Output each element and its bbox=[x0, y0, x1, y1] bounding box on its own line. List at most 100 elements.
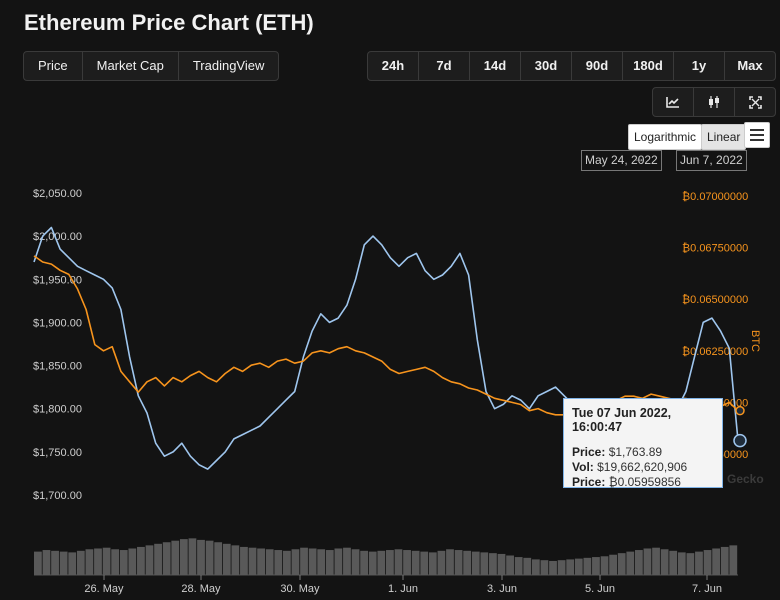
y-right-tick-label: ₿0.07000000 bbox=[682, 191, 748, 203]
volume-bar bbox=[386, 550, 394, 575]
x-tick-label: 26. May bbox=[84, 583, 124, 595]
volume-bar bbox=[119, 550, 128, 575]
x-axis: 26. May 28. May 30. May 1. Jun 3. Jun 5. Jun 7… bbox=[34, 574, 738, 595]
tooltip-vol-label: Vol: bbox=[572, 460, 594, 474]
volume-bar bbox=[523, 557, 532, 575]
tab-range-max[interactable]: Max bbox=[737, 58, 763, 73]
volume-bar bbox=[94, 548, 102, 575]
watermark: Gecko bbox=[727, 472, 764, 486]
volume-bar bbox=[480, 552, 489, 575]
metric-tabs: Price Market Cap TradingView bbox=[23, 51, 280, 81]
volume-bar bbox=[540, 560, 549, 575]
volume-bar bbox=[231, 545, 240, 575]
volume-bar bbox=[600, 556, 609, 575]
y-axis-left: $1,700.00 $1,750.00 $1,800.00 $1,850.00 $1,9… bbox=[33, 188, 82, 502]
volume-bar bbox=[549, 560, 557, 575]
volume-bar bbox=[660, 549, 669, 575]
y-axis-right: ₿0.05750000₿0.06000000₿0.06250000₿0.0650… bbox=[682, 191, 748, 461]
volume-bar bbox=[179, 539, 188, 575]
volume-bar bbox=[222, 543, 231, 575]
tooltip-btc-value: ₿0.05959856 bbox=[608, 475, 681, 489]
volume-bar bbox=[652, 547, 660, 575]
volume-bar bbox=[171, 540, 180, 575]
volume-bar bbox=[677, 552, 686, 575]
tab-range-90d[interactable]: 90d bbox=[572, 52, 623, 80]
hover-marker-btc bbox=[735, 405, 745, 416]
volume-bar bbox=[68, 552, 77, 575]
x-tick-label: 5. Jun bbox=[585, 583, 615, 595]
volume-bar bbox=[59, 551, 68, 575]
volume-bars bbox=[34, 538, 738, 575]
hover-markers bbox=[733, 405, 747, 448]
volume-bar bbox=[377, 550, 386, 575]
volume-bar bbox=[188, 538, 197, 575]
volume-bar bbox=[240, 546, 248, 575]
chart-menu-button[interactable] bbox=[744, 122, 770, 148]
volume-bar bbox=[257, 548, 266, 575]
volume-bar bbox=[102, 547, 111, 575]
volume-bar bbox=[428, 552, 437, 575]
tab-tradingview[interactable]: TradingView bbox=[192, 58, 265, 73]
volume-bar bbox=[471, 551, 480, 575]
tooltip-btc-row: Price: ₿0.05959856 bbox=[572, 475, 714, 490]
volume-bar bbox=[368, 551, 377, 575]
tab-range-30d[interactable]: 30d bbox=[521, 52, 572, 80]
volume-bar bbox=[308, 548, 317, 575]
volume-bar bbox=[145, 545, 154, 575]
tooltip-vol-value: $19,662,620,906 bbox=[597, 460, 688, 474]
volume-bar bbox=[592, 557, 600, 575]
x-tick-label: 7. Jun bbox=[692, 583, 722, 595]
volume-bar bbox=[205, 540, 214, 575]
page-title: Ethereum Price Chart (ETH) bbox=[24, 10, 314, 35]
candlestick-button[interactable] bbox=[694, 88, 735, 116]
line-chart-button[interactable] bbox=[653, 88, 694, 116]
volume-bar bbox=[403, 550, 411, 575]
y-right-tick-label: ₿0.06500000 bbox=[682, 294, 748, 306]
volume-bar bbox=[437, 550, 446, 575]
volume-bar bbox=[154, 543, 162, 575]
volume-bar bbox=[583, 557, 592, 575]
volume-bar bbox=[626, 551, 635, 575]
fullscreen-button[interactable] bbox=[735, 88, 775, 116]
y-left-tick-label: $1,750.00 bbox=[33, 447, 82, 459]
volume-bar bbox=[695, 551, 703, 575]
volume-bar bbox=[291, 549, 300, 575]
volume-bar bbox=[111, 549, 120, 575]
x-tick-label: 30. May bbox=[280, 583, 320, 595]
tab-range-7d[interactable]: 7d bbox=[419, 52, 470, 80]
line-chart-icon bbox=[666, 97, 679, 108]
series-line-btc bbox=[33, 255, 739, 416]
volume-bar bbox=[51, 550, 59, 575]
tab-range-1y[interactable]: 1y bbox=[674, 52, 725, 80]
range-from-input[interactable]: May 24, 2022 bbox=[581, 150, 662, 171]
volume-bar bbox=[463, 550, 472, 575]
tooltip-volume-row: Vol: $19,662,620,906 bbox=[572, 460, 714, 475]
tab-price[interactable]: Price bbox=[24, 52, 83, 80]
y-left-tick-label: $1,700.00 bbox=[33, 490, 82, 502]
y-left-tick-label: $1,850.00 bbox=[33, 361, 82, 373]
volume-bar bbox=[76, 550, 85, 575]
volume-bar bbox=[248, 547, 257, 575]
volume-bar bbox=[282, 550, 291, 575]
volume-bar bbox=[334, 548, 343, 575]
volume-bar bbox=[325, 550, 334, 575]
volume-bar bbox=[351, 549, 360, 575]
volume-bar bbox=[128, 548, 137, 575]
volume-bar bbox=[617, 553, 626, 575]
y-left-tick-label: $1,800.00 bbox=[33, 404, 82, 416]
tab-range-14d[interactable]: 14d bbox=[470, 52, 521, 80]
volume-bar bbox=[686, 553, 695, 575]
candlestick-icon bbox=[709, 96, 719, 108]
volume-bar bbox=[574, 558, 583, 575]
logarithmic-button[interactable]: Logarithmic bbox=[628, 124, 703, 150]
tab-range-180d[interactable]: 180d bbox=[623, 52, 674, 80]
tab-market-cap[interactable]: Market Cap bbox=[83, 52, 179, 80]
volume-bar bbox=[265, 549, 274, 575]
chart-tooltip: Tue 07 Jun 2022, 16:00:47 Price: $1,763.… bbox=[563, 398, 723, 490]
tab-range-24h[interactable]: 24h bbox=[368, 52, 419, 80]
range-to-input[interactable]: Jun 7, 2022 bbox=[676, 150, 747, 171]
volume-bar bbox=[360, 550, 369, 575]
tooltip-date: Tue 07 Jun 2022, 16:00:47 bbox=[572, 406, 672, 434]
volume-bar bbox=[85, 549, 94, 575]
